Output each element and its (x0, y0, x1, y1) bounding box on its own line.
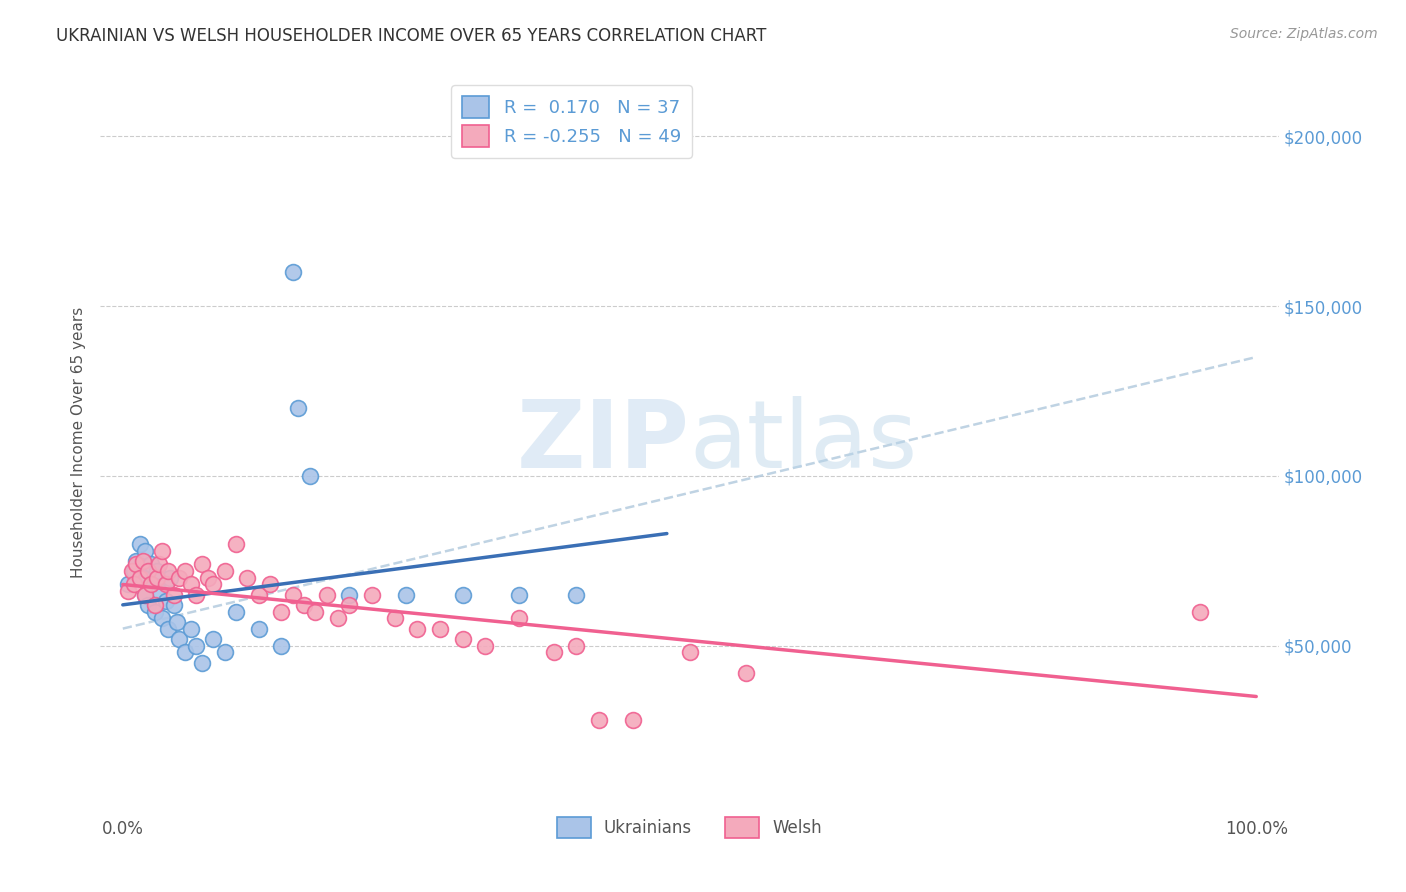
Point (146, 571, 169, 585)
Point (270, 605, 292, 619)
Point (157, 564, 180, 578)
Point (134, 543, 156, 558)
Point (214, 564, 236, 578)
Legend: Ukrainians, Welsh: Ukrainians, Welsh (551, 811, 828, 845)
Point (122, 577, 145, 591)
Point (202, 577, 225, 591)
Point (508, 588, 530, 602)
Point (180, 622, 202, 636)
Point (125, 557, 148, 571)
Point (143, 598, 166, 612)
Text: atlas: atlas (689, 396, 918, 488)
Point (361, 588, 384, 602)
Point (128, 537, 150, 551)
Point (202, 632, 225, 646)
Point (186, 588, 208, 602)
Point (287, 401, 309, 415)
Point (247, 622, 270, 636)
Point (148, 557, 170, 571)
Point (236, 571, 259, 585)
Point (139, 577, 162, 591)
Point (197, 571, 219, 585)
Y-axis label: Householder Income Over 65 years: Householder Income Over 65 years (72, 306, 86, 577)
Point (259, 577, 281, 591)
Point (429, 622, 451, 636)
Point (292, 598, 315, 612)
Point (588, 713, 610, 727)
Point (1188, 605, 1211, 619)
Point (134, 588, 156, 602)
Point (163, 598, 186, 612)
Point (169, 632, 191, 646)
Point (139, 577, 162, 591)
Point (148, 584, 170, 599)
Point (339, 598, 361, 612)
Text: ZIP: ZIP (516, 396, 689, 488)
Point (225, 605, 247, 619)
Point (298, 468, 321, 483)
Point (315, 588, 337, 602)
Point (157, 622, 180, 636)
Point (128, 571, 150, 585)
Point (384, 611, 406, 625)
Point (166, 615, 188, 629)
Point (155, 577, 177, 591)
Text: Source: ZipAtlas.com: Source: ZipAtlas.com (1230, 27, 1378, 41)
Point (508, 611, 530, 625)
Point (139, 557, 162, 571)
Point (270, 639, 292, 653)
Point (155, 594, 177, 608)
Point (117, 584, 139, 599)
Point (474, 639, 496, 653)
Point (281, 265, 304, 279)
Point (180, 577, 202, 591)
Point (406, 622, 429, 636)
Point (225, 537, 247, 551)
Point (735, 665, 758, 680)
Point (281, 588, 304, 602)
Point (304, 605, 326, 619)
Point (143, 605, 166, 619)
Point (163, 588, 186, 602)
Point (136, 598, 159, 612)
Point (117, 577, 139, 591)
Point (191, 656, 214, 670)
Point (186, 639, 208, 653)
Point (121, 564, 143, 578)
Point (328, 611, 350, 625)
Point (191, 557, 214, 571)
Point (543, 645, 565, 659)
Text: UKRAINIAN VS WELSH HOUSEHOLDER INCOME OVER 65 YEARS CORRELATION CHART: UKRAINIAN VS WELSH HOUSEHOLDER INCOME OV… (56, 27, 766, 45)
Point (134, 588, 156, 602)
Point (621, 713, 644, 727)
Point (146, 564, 169, 578)
Point (565, 588, 588, 602)
Point (136, 564, 159, 578)
Point (451, 632, 474, 646)
Point (214, 645, 236, 659)
Point (174, 645, 197, 659)
Point (132, 554, 155, 568)
Point (678, 645, 700, 659)
Point (169, 571, 191, 585)
Point (122, 564, 145, 578)
Point (565, 639, 588, 653)
Point (339, 588, 361, 602)
Point (174, 564, 197, 578)
Point (152, 543, 174, 558)
Point (125, 554, 148, 568)
Point (159, 571, 181, 585)
Point (451, 588, 474, 602)
Point (152, 611, 174, 625)
Point (132, 571, 155, 585)
Point (247, 588, 270, 602)
Point (395, 588, 418, 602)
